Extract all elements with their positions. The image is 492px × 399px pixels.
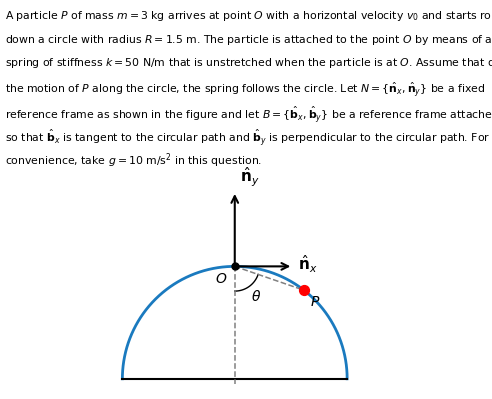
Text: $O$: $O$ [215,272,227,286]
Text: reference frame as shown in the figure and let $B = \{\hat{\mathbf{b}}_x, \hat{\: reference frame as shown in the figure a… [5,104,492,124]
Text: $\theta$: $\theta$ [251,289,261,304]
Point [300,287,308,293]
Text: convenience, take $g = 10$ m/s$^2$ in this question.: convenience, take $g = 10$ m/s$^2$ in th… [5,151,262,170]
Text: spring of stiffness $k = 50$ N/m that is unstretched when the particle is at $O$: spring of stiffness $k = 50$ N/m that is… [5,57,492,71]
Text: $P$: $P$ [309,295,320,309]
Text: down a circle with radius $R = 1.5$ m. The particle is attached to the point $O$: down a circle with radius $R = 1.5$ m. T… [5,33,492,47]
Text: the motion of $P$ along the circle, the spring follows the circle. Let $N = \{\h: the motion of $P$ along the circle, the … [5,80,485,99]
Text: A particle $P$ of mass $m = 3$ kg arrives at point $O$ with a horizontal velocit: A particle $P$ of mass $m = 3$ kg arrive… [5,9,492,23]
Text: so that $\hat{\mathbf{b}}_x$ is tangent to the circular path and $\hat{\mathbf{b: so that $\hat{\mathbf{b}}_x$ is tangent … [5,128,490,148]
Text: $\hat{\mathbf{n}}_x$: $\hat{\mathbf{n}}_x$ [298,253,317,275]
Text: $\hat{\mathbf{n}}_y$: $\hat{\mathbf{n}}_y$ [241,165,260,189]
